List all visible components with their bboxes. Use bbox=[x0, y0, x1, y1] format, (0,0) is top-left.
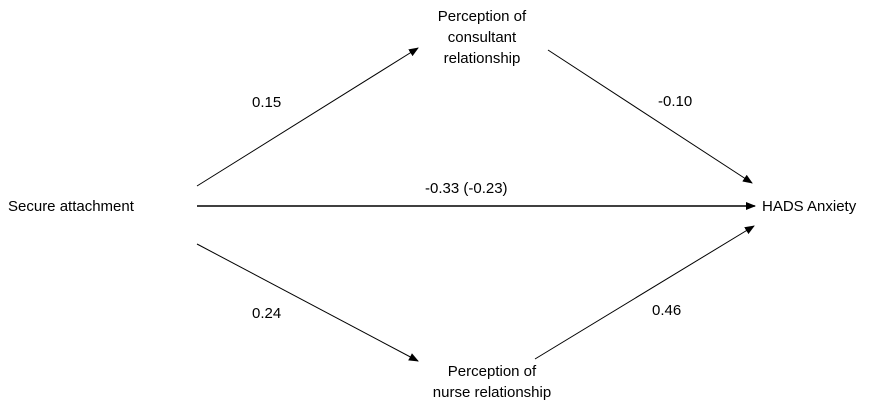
arrow-nurse-to-anxiety bbox=[534, 225, 755, 360]
arrow-attachment-to-nurse bbox=[196, 243, 419, 362]
arrow-consultant-to-anxiety bbox=[547, 49, 753, 184]
arrow-attachment-to-consultant bbox=[196, 47, 419, 187]
node-nurse-line-2: nurse relationship bbox=[432, 384, 552, 401]
coef-consultant-to-anxiety: -0.10 bbox=[658, 93, 693, 110]
node-consultant-line-2: consultant bbox=[447, 29, 517, 46]
node-nurse-line-1: Perception of bbox=[447, 363, 537, 380]
coef-attachment-to-nurse: 0.24 bbox=[252, 305, 282, 322]
node-consultant-line-3: relationship bbox=[443, 50, 521, 67]
node-hads-anxiety-label: HADS Anxiety bbox=[762, 198, 857, 215]
coef-attachment-to-consultant: 0.15 bbox=[252, 94, 282, 111]
node-hads-anxiety: HADS Anxiety bbox=[762, 196, 856, 217]
coef-nurse-to-anxiety: 0.46 bbox=[652, 302, 682, 319]
node-secure-attachment-label: Secure attachment bbox=[8, 198, 134, 215]
coef-attachment-to-anxiety: -0.33 (-0.23) bbox=[425, 180, 508, 197]
node-secure-attachment: Secure attachment bbox=[8, 196, 134, 217]
node-nurse-relationship: Perception of nurse relationship bbox=[400, 361, 584, 403]
node-consultant-relationship: Perception of consultant relationship bbox=[408, 6, 556, 69]
node-consultant-line-1: Perception of bbox=[437, 8, 527, 25]
